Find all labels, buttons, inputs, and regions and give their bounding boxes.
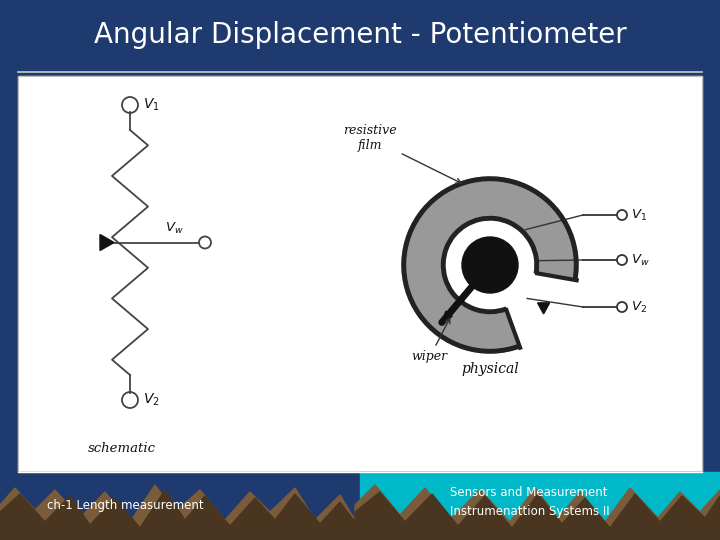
Text: resistive
film: resistive film	[343, 124, 461, 183]
Text: Angular Displacement - Potentiometer: Angular Displacement - Potentiometer	[94, 21, 626, 49]
Polygon shape	[355, 492, 720, 540]
Polygon shape	[355, 485, 720, 540]
Text: schematic: schematic	[88, 442, 156, 455]
Text: $V_1$: $V_1$	[143, 97, 160, 113]
Text: physical: physical	[461, 362, 519, 376]
Text: wiper: wiper	[412, 318, 450, 363]
Polygon shape	[442, 311, 452, 322]
Polygon shape	[0, 485, 355, 540]
Circle shape	[462, 237, 518, 293]
Wedge shape	[402, 177, 578, 353]
Polygon shape	[100, 234, 114, 251]
Text: Sensors and Measurement
Instrumenattion Systems II: Sensors and Measurement Instrumenattion …	[450, 487, 610, 517]
Polygon shape	[0, 490, 355, 540]
Wedge shape	[402, 177, 578, 353]
Bar	[18, 76, 702, 472]
Bar	[0, 472, 720, 540]
Bar	[18, 76, 702, 472]
Bar	[360, 472, 720, 540]
Text: $V_1$: $V_1$	[631, 207, 647, 222]
Polygon shape	[538, 303, 549, 314]
Text: $V_w$: $V_w$	[165, 221, 184, 236]
Text: $V_w$: $V_w$	[631, 252, 649, 267]
Text: $V_2$: $V_2$	[631, 300, 647, 314]
Text: $V_2$: $V_2$	[143, 392, 160, 408]
Text: ch-1 Length measurement: ch-1 Length measurement	[47, 500, 203, 512]
Wedge shape	[441, 217, 539, 314]
